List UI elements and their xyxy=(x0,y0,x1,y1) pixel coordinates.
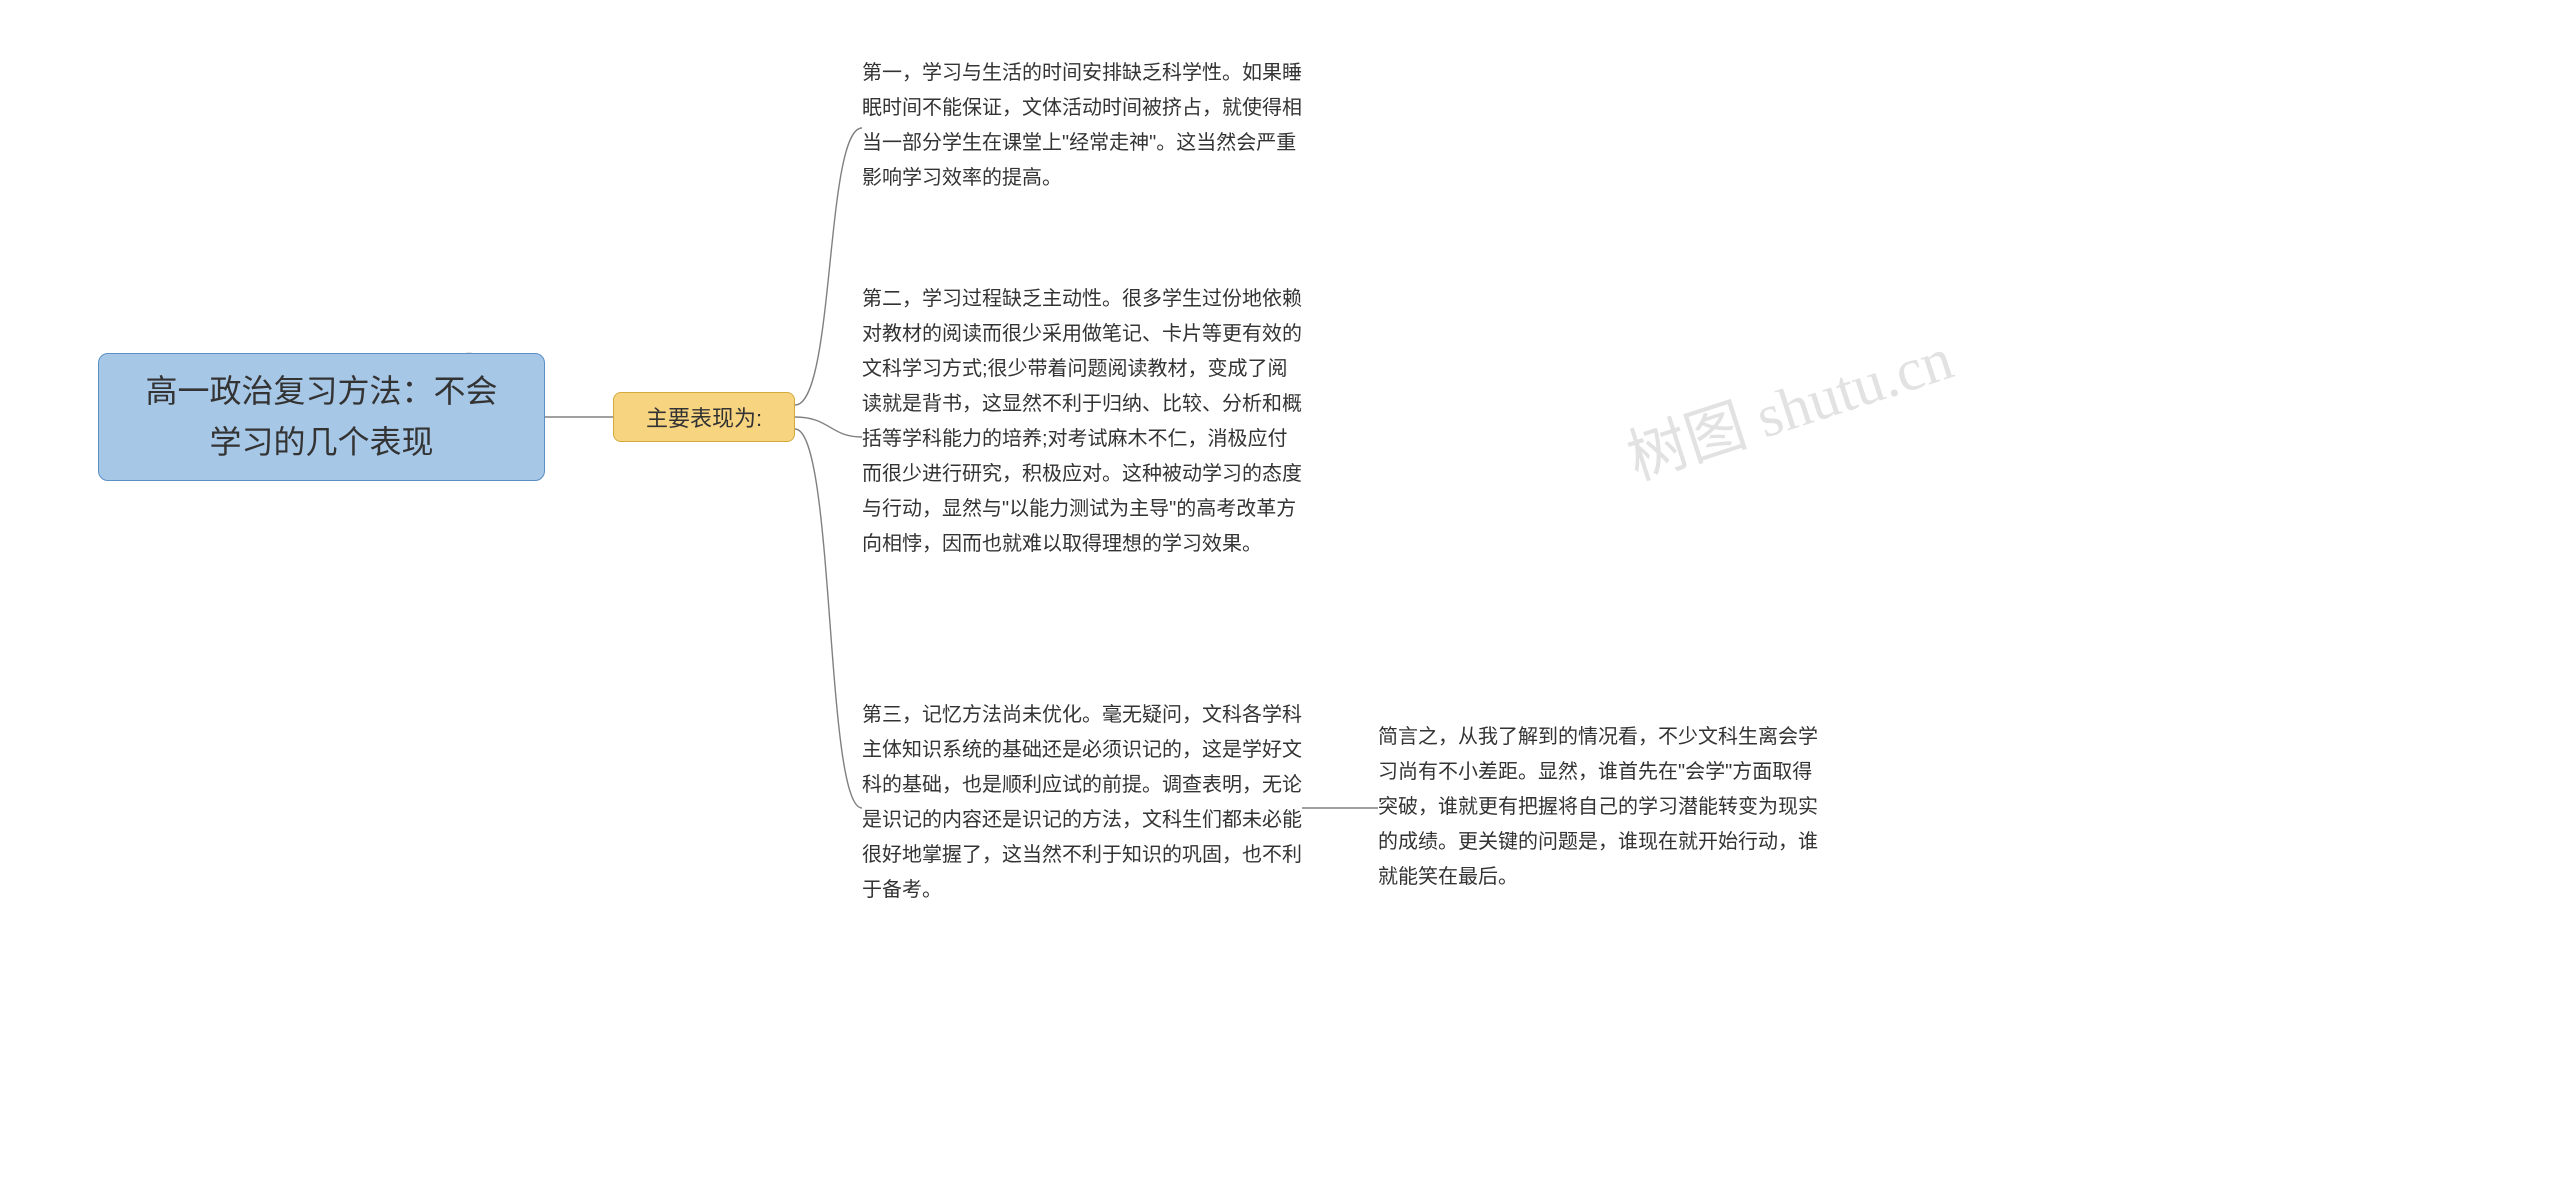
leaf-2-text: 第二，学习过程缺乏主动性。很多学生过份地依赖对教材的阅读而很少采用做笔记、卡片等… xyxy=(862,282,1302,562)
watermark-right: 树图 shutu.cn xyxy=(1615,310,1962,497)
leaf-1-text: 第一，学习与生活的时间安排缺乏科学性。如果睡眠时间不能保证，文体活动时间被挤占，… xyxy=(862,56,1302,196)
leaf-3-1-text: 简言之，从我了解到的情况看，不少文科生离会学习尚有不小差距。显然，谁首先在"会学… xyxy=(1378,720,1818,895)
root-text: 高一政治复习方法：不会 学习的几个表现 xyxy=(145,366,497,468)
mindmap-leaf-3-1[interactable]: 简言之，从我了解到的情况看，不少文科生离会学习尚有不小差距。显然，谁首先在"会学… xyxy=(1378,720,1818,895)
mindmap-root[interactable]: 高一政治复习方法：不会 学习的几个表现 xyxy=(98,353,545,481)
mindmap-leaf-1[interactable]: 第一，学习与生活的时间安排缺乏科学性。如果睡眠时间不能保证，文体活动时间被挤占，… xyxy=(862,56,1302,196)
mindmap-leaf-3[interactable]: 第三，记忆方法尚未优化。毫无疑问，文科各学科主体知识系统的基础还是必须识记的，这… xyxy=(862,698,1302,908)
mindmap-leaf-2[interactable]: 第二，学习过程缺乏主动性。很多学生过份地依赖对教材的阅读而很少采用做笔记、卡片等… xyxy=(862,282,1302,562)
leaf-3-text: 第三，记忆方法尚未优化。毫无疑问，文科各学科主体知识系统的基础还是必须识记的，这… xyxy=(862,698,1302,908)
mindmap-branch-main[interactable]: 主要表现为: xyxy=(613,392,795,442)
branch-main-text: 主要表现为: xyxy=(646,401,762,433)
